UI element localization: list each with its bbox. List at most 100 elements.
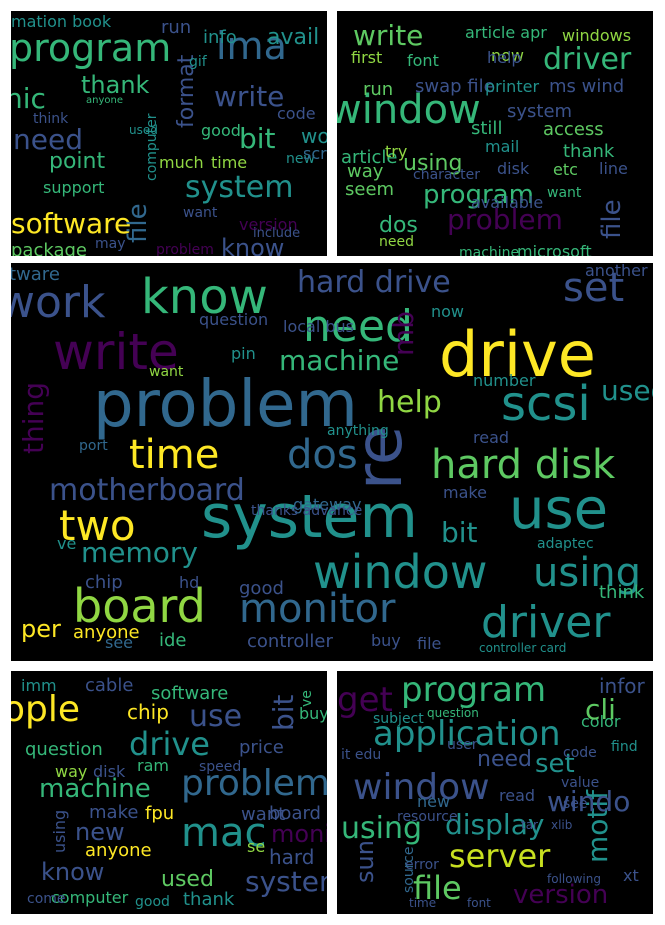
word-come: come [27, 891, 66, 907]
word-board: board [73, 579, 206, 633]
word-thank: thank [183, 889, 235, 910]
word-infor: infor [599, 674, 646, 698]
word-think: think [599, 582, 645, 603]
word-system: system [185, 170, 293, 205]
word-good: good [239, 578, 284, 599]
word-hard-drive: hard drive [297, 265, 451, 300]
word-anyone: anyone [85, 840, 152, 861]
word-available: available [471, 193, 543, 212]
word-font: font [407, 51, 439, 70]
word-avail: avail [267, 25, 319, 50]
word-know: know [41, 858, 104, 886]
word-question: question [199, 310, 268, 329]
word-using: using [403, 151, 462, 176]
word-cable: cable [85, 675, 133, 696]
word-gateway: gateway [293, 495, 361, 514]
word-version: version [239, 215, 298, 234]
word-window: window [353, 767, 490, 808]
word-dos: dos [379, 213, 418, 238]
word-ide: ide [159, 630, 187, 651]
word-disk: disk [93, 762, 126, 781]
word-driver: driver [543, 42, 632, 77]
word-know: know [141, 269, 268, 325]
word-run: run [161, 17, 191, 38]
word-used: used [161, 867, 214, 892]
word-ms-wind: ms wind [549, 76, 624, 97]
word-computer: computer [144, 113, 160, 181]
word-read: read [473, 428, 509, 447]
word-seem: seem [345, 179, 394, 200]
word-try: try [385, 142, 407, 161]
word-program: program [11, 26, 171, 70]
word-window: window [337, 87, 481, 133]
word-write: write [353, 19, 423, 52]
word-imm: imm [21, 676, 57, 695]
word-work: work [11, 277, 106, 328]
word-monitor: monitor [271, 820, 327, 848]
wordcloud-bottom-right-canvas: program application windowdisplayserverfil… [337, 671, 646, 910]
word-good: good [135, 894, 170, 910]
word-machine: machine [459, 245, 519, 256]
word-need: need [477, 747, 532, 772]
word-controller-card: controller card [479, 641, 566, 655]
wordcloud-bottom-right: program application window display server fil… [337, 671, 653, 914]
word-used: used [601, 374, 653, 407]
wordcloud-middle: drive problem system know time board two need sc… [11, 263, 653, 661]
word-price: price [239, 737, 284, 758]
word-monitor: monitor [239, 586, 396, 632]
word-bit: bit [267, 694, 300, 731]
word-microsoft: microsoft [517, 242, 592, 256]
word-problem: problem [181, 763, 327, 804]
word-chip: chip [127, 700, 169, 724]
word-windo: windo [547, 785, 630, 818]
word-hd: hd [179, 573, 199, 592]
word-adaptec: adaptec [537, 536, 594, 552]
word-tware: tware [11, 264, 60, 285]
word-package: package [11, 240, 87, 256]
word-re: re [343, 426, 417, 490]
word-want: want [149, 364, 184, 380]
word-code: code [277, 104, 316, 123]
word-speed: speed [199, 759, 241, 775]
word-windows: windows [562, 26, 631, 45]
word-application: application [373, 714, 561, 754]
word-write: write [214, 80, 284, 113]
word-see: see [105, 633, 133, 652]
word-hard: hard [269, 845, 315, 869]
word-set: set [535, 749, 575, 779]
word-want: want [183, 205, 218, 221]
word-ve: ve [57, 534, 76, 553]
word-format: format [174, 54, 199, 128]
word-use: use [509, 477, 608, 542]
word-hic: hic [11, 82, 46, 115]
word-used: used [129, 123, 158, 137]
word-drive: drive [129, 725, 210, 763]
word-server: server [449, 837, 551, 875]
word-another: another [585, 263, 648, 280]
word-now: now [431, 302, 464, 321]
word-color: color [581, 712, 621, 731]
word-machine: machine [279, 344, 399, 377]
word-bit: bit [441, 516, 478, 549]
word-pin: pin [231, 344, 256, 363]
word-window: window [313, 545, 488, 599]
word-know: know [221, 234, 284, 256]
word-still: still [471, 118, 502, 139]
word-get: get [337, 680, 393, 720]
word-problem: problem [447, 203, 563, 236]
word-gif: gif [189, 54, 208, 70]
word-subject: subject [373, 711, 424, 727]
word-ople: ople [11, 689, 80, 730]
word-read: read [499, 786, 535, 805]
word-think: think [33, 111, 69, 127]
word-need: need [13, 123, 83, 156]
word-printer: printer [485, 77, 539, 96]
word-thing: thing [17, 382, 50, 454]
word-controller: controller [247, 631, 333, 652]
word-version: version [513, 880, 608, 910]
word-time: time [129, 432, 219, 478]
word-article: article [341, 147, 397, 168]
word-font: font [467, 896, 491, 910]
